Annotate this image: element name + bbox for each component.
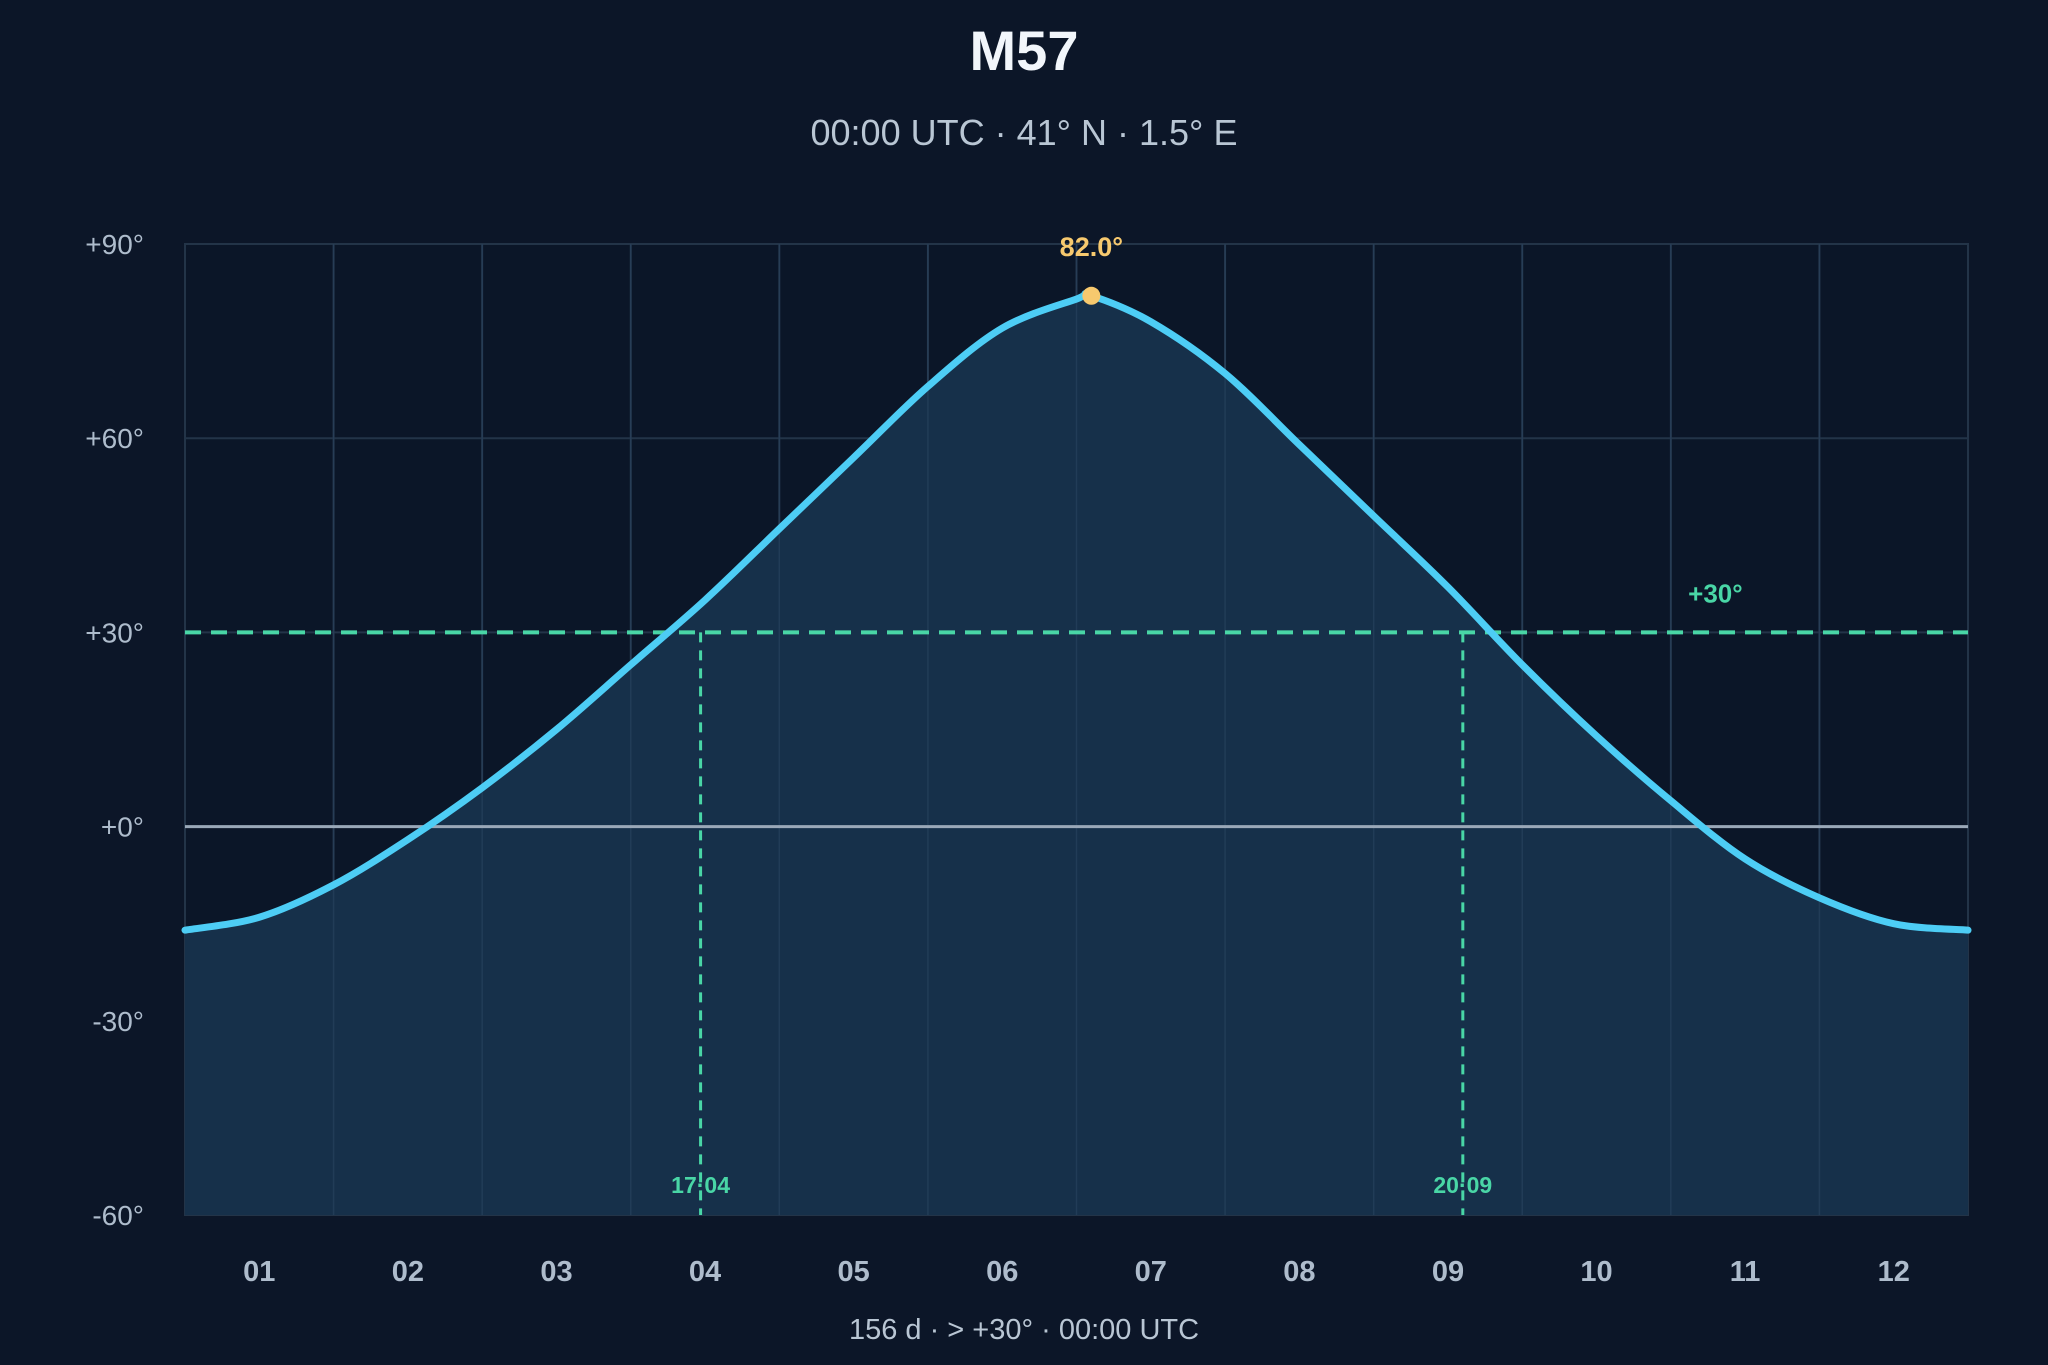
- crossing-labels: 17·04 20·09: [671, 1172, 1492, 1198]
- crossing-lines: [699, 632, 1465, 1215]
- y-tick-label: -60°: [92, 1200, 144, 1231]
- x-tick-label: 05: [837, 1256, 869, 1288]
- x-tick-label: 07: [1135, 1256, 1167, 1288]
- x-tick-label: 02: [392, 1256, 424, 1288]
- y-tick-label: +0°: [101, 812, 144, 843]
- x-tick-label: 08: [1283, 1256, 1315, 1288]
- chart-footer: 156 d · > +30° · 00:00 UTC: [848, 1314, 1200, 1346]
- x-tick-label: 01: [243, 1256, 275, 1288]
- x-tick-label: 10: [1580, 1256, 1612, 1288]
- x-tick-label: 06: [986, 1256, 1018, 1288]
- chart-title: M57: [969, 19, 1079, 82]
- crossing-label: 20·09: [1433, 1172, 1492, 1198]
- y-tick-label: +60°: [85, 423, 144, 454]
- peak-marker: [1082, 286, 1101, 305]
- x-axis-ticks: 01 02 03 04 05 06 07 08 09 10 11 12: [243, 1256, 1910, 1288]
- y-tick-label: +30°: [85, 617, 144, 648]
- crossing-label: 17·04: [671, 1172, 730, 1198]
- threshold-label: +30°: [1688, 578, 1743, 608]
- x-tick-label: 12: [1878, 1256, 1910, 1288]
- x-tick-label: 09: [1432, 1256, 1464, 1288]
- x-tick-label: 03: [540, 1256, 572, 1288]
- grid-lines-overlay: [332, 244, 1821, 1215]
- x-tick-label: 04: [689, 1256, 721, 1288]
- y-tick-label: -30°: [92, 1006, 144, 1037]
- chart-subtitle: 00:00 UTC · 41° N · 1.5° E: [810, 112, 1238, 153]
- y-tick-label: +90°: [85, 229, 144, 260]
- x-tick-label: 11: [1730, 1256, 1761, 1288]
- y-axis-ticks: +90° +60° +30° +0° -30° -60°: [85, 229, 144, 1231]
- peak-label: 82.0°: [1060, 232, 1123, 262]
